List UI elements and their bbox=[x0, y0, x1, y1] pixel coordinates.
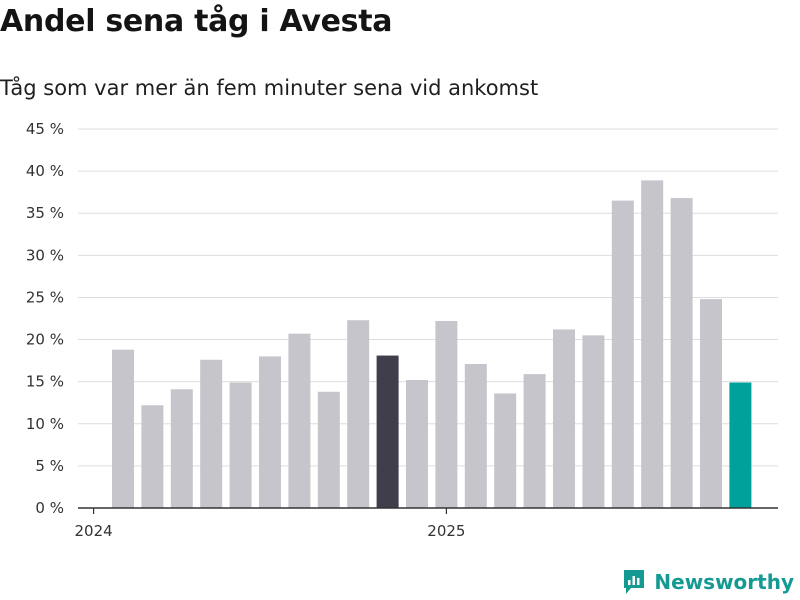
y-tick-label: 45 % bbox=[26, 120, 64, 138]
y-tick-label: 35 % bbox=[26, 204, 64, 222]
bar[interactable] bbox=[200, 359, 223, 508]
y-tick-label: 30 % bbox=[26, 246, 64, 264]
bar[interactable] bbox=[229, 382, 252, 508]
brand-name: Newsworthy bbox=[654, 570, 794, 594]
y-tick-label: 0 % bbox=[35, 499, 64, 517]
bar[interactable] bbox=[376, 355, 399, 508]
brand-logo[interactable]: Newsworthy bbox=[622, 568, 794, 596]
bar[interactable] bbox=[670, 198, 693, 508]
y-tick-label: 40 % bbox=[26, 162, 64, 180]
bar[interactable] bbox=[288, 333, 311, 508]
bar[interactable] bbox=[435, 321, 458, 508]
bar[interactable] bbox=[347, 320, 370, 508]
bar[interactable] bbox=[611, 200, 634, 509]
y-tick-label: 10 % bbox=[26, 415, 64, 433]
chart-title: Andel sena tåg i Avesta bbox=[0, 4, 393, 39]
newsworthy-logo-icon bbox=[624, 570, 645, 594]
bar[interactable] bbox=[141, 405, 164, 508]
bar[interactable] bbox=[464, 363, 487, 508]
bar[interactable] bbox=[494, 393, 517, 508]
x-tick-label: 2025 bbox=[427, 522, 465, 540]
y-tick-label: 20 % bbox=[26, 331, 64, 349]
bar[interactable] bbox=[523, 374, 546, 508]
bar[interactable] bbox=[700, 299, 722, 508]
y-tick-label: 25 % bbox=[26, 288, 64, 306]
bar[interactable] bbox=[553, 329, 575, 508]
bar[interactable] bbox=[406, 379, 428, 508]
bar-chart: 0 % 5 % 10 % 15 % 20 % 25 % 30 % 35 % 40 % 45 % 20… bbox=[26, 120, 778, 540]
x-tick-label: 2024 bbox=[75, 522, 113, 540]
chart-subtitle: Tåg som var mer än fem minuter sena vid … bbox=[0, 76, 539, 100]
bar[interactable] bbox=[729, 382, 752, 508]
bar[interactable] bbox=[317, 391, 340, 508]
bar[interactable] bbox=[641, 180, 664, 508]
bar[interactable] bbox=[112, 349, 134, 508]
y-tick-label: 5 % bbox=[35, 457, 64, 475]
bar[interactable] bbox=[170, 389, 193, 508]
bar[interactable] bbox=[259, 356, 281, 508]
bar[interactable] bbox=[582, 335, 605, 508]
y-tick-label: 15 % bbox=[26, 373, 64, 391]
